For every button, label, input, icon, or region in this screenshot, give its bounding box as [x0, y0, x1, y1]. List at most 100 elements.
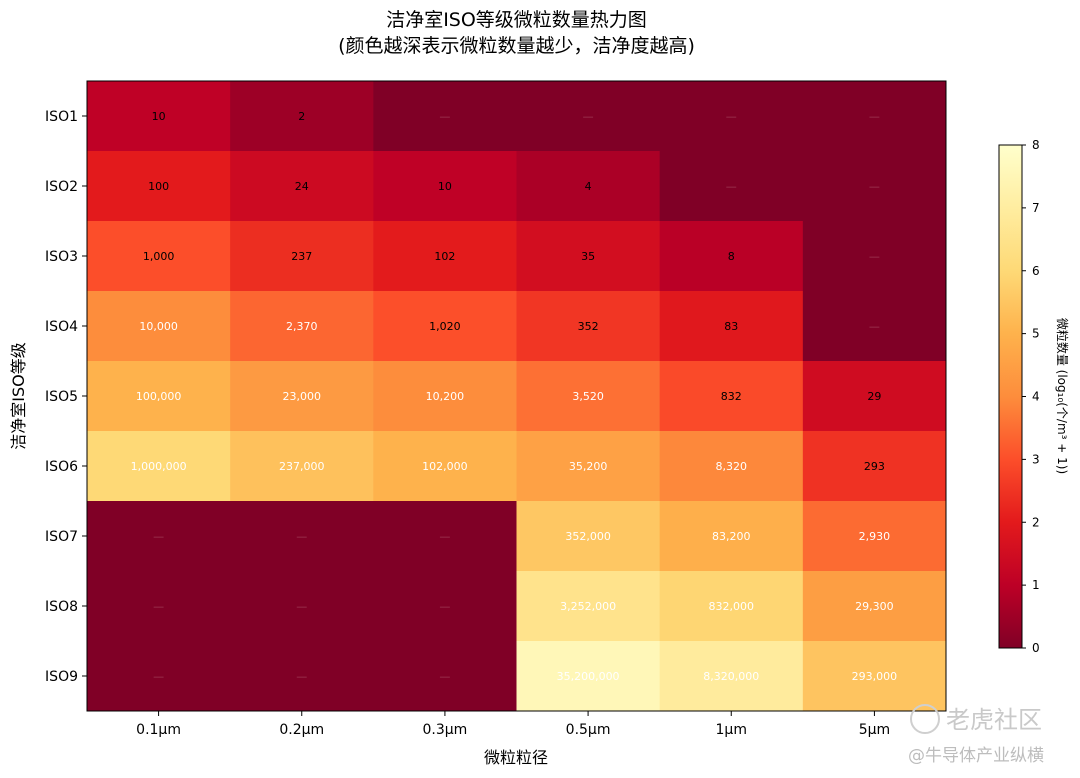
cell-value-label: — [439, 110, 450, 123]
cell-value-label: 2 [298, 110, 305, 123]
heatmap-cell [659, 291, 804, 362]
heatmap-cell [516, 431, 661, 502]
colorbar-tick-label: 5 [1032, 327, 1040, 341]
colorbar-ticks: 0 1 2 3 4 5 6 7 8 [1022, 138, 1040, 655]
x-axis-ticks: 0.1μm 0.2μm 0.3μm 0.5μm 1μm 5μm [136, 711, 890, 738]
heatmap-cells [87, 81, 947, 712]
cell-value-label: 10,200 [426, 390, 465, 403]
colorbar-tick-label: 7 [1032, 201, 1040, 215]
cell-value-label: 1,000,000 [131, 460, 187, 473]
heatmap-cell [516, 221, 661, 292]
x-tick-label: 0.2μm [279, 722, 324, 738]
x-tick-label: 0.1μm [136, 722, 181, 738]
x-tick-label: 0.3μm [423, 722, 468, 738]
colorbar-tick-label: 6 [1032, 264, 1040, 278]
cell-value-label: 3,252,000 [560, 600, 616, 613]
colorbar-tick-label: 8 [1032, 138, 1040, 152]
heatmap-cell [373, 81, 517, 152]
cell-value-label: — [726, 110, 737, 123]
heatmap-cell-labels: 10 2— — — —100 24 10 4— —1,000 237 102 35 8 —10,000 2,… [131, 110, 898, 683]
cell-value-label: 2,370 [286, 320, 318, 333]
heatmap-cell [373, 641, 517, 712]
heatmap-cell [802, 501, 947, 572]
cell-value-label: 352,000 [565, 530, 611, 543]
heatmap-cell [659, 151, 804, 222]
heatmap-cell [373, 571, 517, 642]
cell-value-label: — [869, 250, 880, 263]
colorbar-tick-label: 2 [1032, 515, 1040, 529]
heatmap-cell [373, 431, 517, 502]
watermark-logo-icon [910, 704, 940, 734]
cell-value-label: 100,000 [136, 390, 182, 403]
heatmap-cell [802, 81, 947, 152]
chart-subtitle: (颜色越深表示微粒数量越少，洁净度越高) [338, 35, 695, 57]
cell-value-label: 10 [438, 180, 452, 193]
cell-value-label: — [439, 600, 450, 613]
watermark-sub: @牛导体产业纵横 [908, 746, 1044, 766]
cell-value-label: — [296, 670, 307, 683]
cell-value-label: 100 [148, 180, 169, 193]
heatmap-cell [516, 501, 661, 572]
heatmap-cell [516, 361, 661, 432]
heatmap-cell [87, 151, 231, 222]
heatmap-cell [373, 291, 517, 362]
heatmap-cell [659, 431, 804, 502]
heatmap-cell [659, 641, 804, 712]
y-tick-label: ISO4 [45, 319, 78, 335]
cell-value-label: 4 [585, 180, 592, 193]
cell-value-label: 832,000 [709, 600, 755, 613]
heatmap-cell [802, 641, 947, 712]
heatmap-cell [87, 221, 231, 292]
cell-value-label: 2,930 [859, 530, 891, 543]
heatmap-cell [373, 361, 517, 432]
y-tick-label: ISO8 [45, 599, 78, 615]
colorbar-tick-label: 3 [1032, 452, 1040, 466]
cell-value-label: 1,020 [429, 320, 461, 333]
heatmap-cell [516, 151, 661, 222]
heatmap-cell [516, 641, 661, 712]
cell-value-label: — [869, 110, 880, 123]
cell-value-label: 8 [728, 250, 735, 263]
heatmap-cell [802, 431, 947, 502]
y-tick-label: ISO2 [45, 179, 78, 195]
heatmap-cell [802, 221, 947, 292]
colorbar [998, 144, 1023, 649]
cell-value-label: — [726, 180, 737, 193]
heatmap-cell [516, 571, 661, 642]
cell-value-label: 83,200 [712, 530, 751, 543]
colorbar-tick-label: 1 [1032, 578, 1040, 592]
heatmap-cell [516, 81, 661, 152]
cell-value-label: 23,000 [283, 390, 322, 403]
cell-value-label: 293,000 [852, 670, 898, 683]
y-tick-label: ISO5 [45, 389, 78, 405]
cell-value-label: 237 [291, 250, 312, 263]
y-tick-label: ISO7 [45, 529, 78, 545]
cell-value-label: — [153, 670, 164, 683]
heatmap-cell [373, 501, 517, 572]
cell-value-label: 83 [724, 320, 738, 333]
heatmap-cell [230, 361, 374, 432]
cell-value-label: 1,000 [143, 250, 175, 263]
heatmap-cell [802, 291, 947, 362]
heatmap-cell [230, 291, 374, 362]
heatmap-cell [659, 361, 804, 432]
cell-value-label: — [583, 110, 594, 123]
cell-value-label: — [296, 530, 307, 543]
cell-value-label: — [869, 320, 880, 333]
heatmap-cell [516, 291, 661, 362]
heatmap-cell [802, 151, 947, 222]
cell-value-label: 29,300 [855, 600, 894, 613]
heatmap-cell [373, 151, 517, 222]
cell-value-label: 35,200,000 [557, 670, 620, 683]
colorbar-tick-label: 4 [1032, 390, 1040, 404]
heatmap-cell [659, 571, 804, 642]
cell-value-label: 3,520 [572, 390, 604, 403]
heatmap-cell [659, 221, 804, 292]
cell-value-label: 8,320 [716, 460, 748, 473]
watermark: 老虎社区 [910, 700, 1042, 736]
cell-value-label: 8,320,000 [703, 670, 759, 683]
cell-value-label: 293 [864, 460, 885, 473]
x-axis-label: 微粒粒径 [484, 748, 548, 767]
heatmap-cell [230, 221, 374, 292]
